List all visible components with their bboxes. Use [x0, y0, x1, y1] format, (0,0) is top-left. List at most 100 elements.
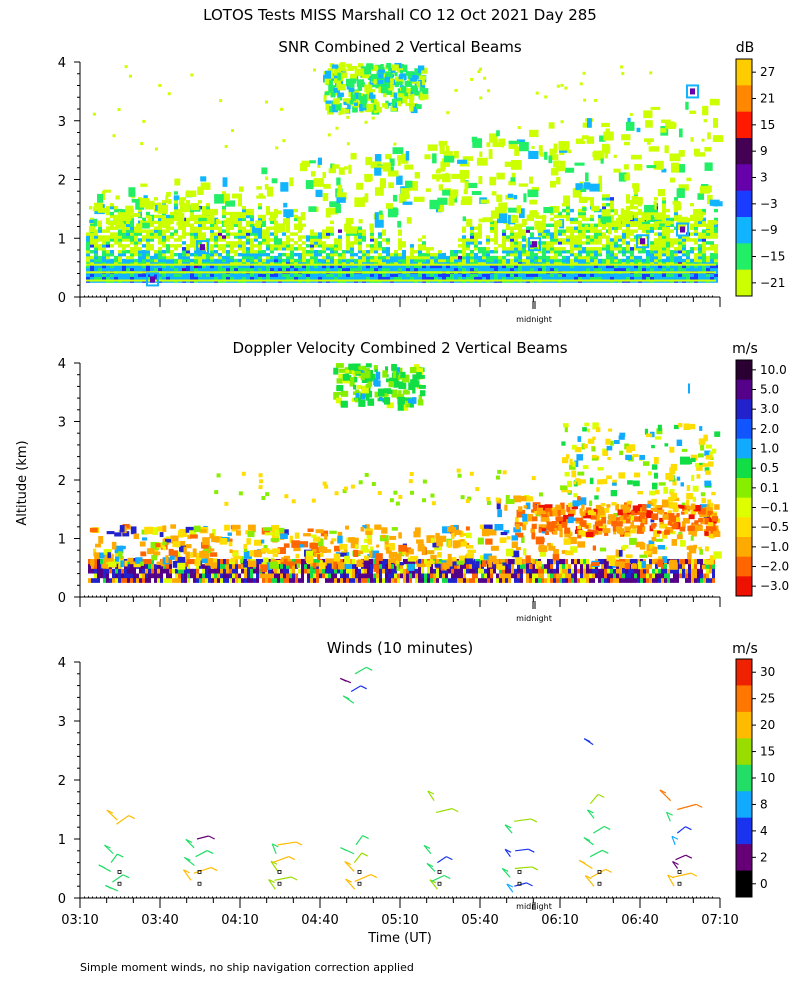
doppler-cell: [166, 573, 169, 579]
snr-cell: [266, 208, 270, 213]
snr-cell: [190, 211, 194, 216]
snr-cell: [544, 95, 548, 99]
doppler-cell: [325, 568, 328, 574]
snr-cell: [282, 247, 286, 251]
doppler-cell: [256, 558, 259, 565]
doppler-cell: [601, 558, 604, 565]
snr-cell: [110, 258, 114, 263]
snr-cell: [262, 264, 266, 269]
snr-cell: [346, 115, 350, 119]
snr-cell: [110, 273, 114, 277]
snr-cell: [398, 273, 402, 277]
y-tick-label: 3: [58, 115, 66, 130]
snr-cell: [634, 273, 638, 277]
snr-cell: [98, 276, 102, 280]
doppler-cell: [701, 564, 706, 570]
doppler-cell: [421, 558, 424, 565]
doppler-cell: [337, 573, 340, 579]
snr-cell: [554, 276, 558, 280]
snr-cell: [345, 217, 354, 224]
snr-cell: [650, 252, 654, 257]
doppler-cell: [208, 563, 211, 569]
snr-cell: [102, 244, 106, 248]
snr-cell: [234, 223, 238, 227]
snr-cell: [90, 241, 94, 245]
snr-cell: [154, 250, 158, 254]
snr-cell: [674, 217, 678, 222]
snr-cell: [703, 119, 707, 123]
snr-cell: [589, 183, 600, 192]
snr-cell: [422, 267, 426, 272]
snr-cell: [482, 258, 486, 263]
snr-cell: [350, 276, 354, 280]
snr-cell: [626, 241, 630, 245]
doppler-cell: [430, 577, 433, 583]
snr-cell: [294, 247, 298, 251]
snr-cell: [594, 226, 598, 230]
doppler-cell: [292, 577, 295, 583]
snr-cell: [510, 247, 514, 251]
snr-cell: [154, 220, 158, 225]
doppler-cell: [91, 573, 94, 579]
snr-cell: [158, 250, 162, 254]
snr-cell: [442, 173, 451, 183]
doppler-cell: [622, 568, 625, 574]
snr-cell: [358, 244, 362, 248]
snr-cell: [270, 232, 274, 236]
doppler-cell: [367, 563, 370, 569]
snr-cell: [306, 235, 310, 239]
doppler-cell: [466, 577, 469, 583]
snr-cell: [134, 247, 138, 251]
snr-cell: [254, 252, 258, 257]
snr-cell: [94, 238, 98, 242]
snr-cell: [682, 258, 686, 263]
snr-cell: [674, 238, 678, 242]
snr-cell: [266, 205, 270, 210]
doppler-cell: [706, 563, 709, 569]
snr-cell: [446, 267, 450, 272]
snr-cell: [538, 267, 542, 272]
snr-cell: [362, 238, 366, 242]
snr-cell: [298, 252, 302, 257]
snr-cell: [122, 258, 126, 263]
snr-cell: [156, 202, 162, 207]
snr-cell: [250, 276, 254, 280]
snr-cell: [486, 276, 490, 280]
doppler-cell: [589, 577, 592, 583]
snr-cell: [426, 264, 430, 269]
doppler-cell: [676, 577, 679, 583]
snr-cell: [614, 235, 618, 239]
snr-cell: [590, 235, 594, 239]
colorbar-label: 3: [760, 171, 768, 185]
doppler-cell: [664, 577, 667, 583]
doppler-cell: [331, 568, 334, 574]
snr-cell: [254, 250, 258, 254]
snr-cell: [421, 94, 429, 100]
snr-cell: [198, 229, 202, 233]
snr-cell: [714, 235, 718, 239]
snr-cell: [702, 235, 706, 239]
snr-cell: [306, 264, 310, 269]
snr-cell: [218, 226, 222, 230]
snr-cell: [298, 247, 302, 251]
doppler-cell: [454, 563, 457, 569]
y-tick-label: 1: [58, 232, 66, 247]
doppler-cell: [88, 563, 91, 569]
snr-cell: [586, 217, 590, 222]
snr-cell: [189, 215, 199, 221]
doppler-cell: [148, 573, 151, 579]
snr-cell: [158, 223, 162, 227]
doppler-cell: [586, 563, 589, 569]
snr-cell: [98, 247, 102, 251]
snr-cell: [578, 276, 582, 280]
snr-cell: [574, 217, 578, 222]
snr-cell: [294, 267, 298, 272]
snr-cell: [182, 247, 186, 251]
snr-cell: [98, 258, 102, 263]
snr-cell: [254, 238, 258, 242]
snr-cell: [702, 241, 706, 245]
snr-cell: [250, 208, 254, 213]
snr-cell: [546, 273, 550, 277]
snr-cell: [302, 223, 306, 227]
snr-cell: [97, 193, 104, 203]
